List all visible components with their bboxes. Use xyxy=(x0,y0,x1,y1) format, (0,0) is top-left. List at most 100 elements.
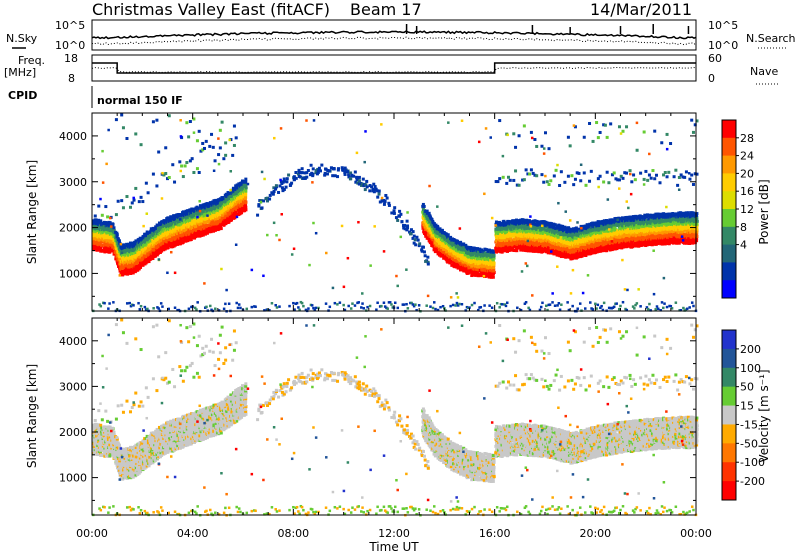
nsky-tick-top: 10^5 xyxy=(55,19,85,32)
data-cell xyxy=(121,257,125,261)
data-cell xyxy=(101,248,105,252)
data-cell xyxy=(454,258,458,262)
data-cell xyxy=(424,218,428,222)
data-cell xyxy=(475,260,479,264)
data-cell xyxy=(178,239,182,243)
data-cell xyxy=(117,252,121,256)
data-cell xyxy=(244,177,248,181)
data-cell xyxy=(184,215,188,219)
data-cell xyxy=(149,239,153,243)
data-cell xyxy=(485,274,489,278)
data-cell xyxy=(141,262,145,266)
data-cell xyxy=(126,255,130,259)
data-cell xyxy=(187,224,191,228)
data-cell xyxy=(224,220,228,224)
data-cell xyxy=(102,224,106,228)
data-cell xyxy=(116,242,120,246)
data-cell xyxy=(159,248,163,252)
data-cell xyxy=(112,241,116,245)
nave-tick-bottom: 0 xyxy=(708,72,715,85)
data-cell xyxy=(188,208,192,212)
data-cell xyxy=(212,219,216,223)
data-cell xyxy=(439,248,443,252)
data-cell xyxy=(201,233,205,237)
data-cell xyxy=(183,219,187,223)
data-cell xyxy=(216,207,220,211)
figure-title: Christmas Valley East (fitACF) xyxy=(92,0,330,19)
data-cell xyxy=(173,234,177,238)
data-cell xyxy=(201,205,205,209)
data-cell xyxy=(463,268,467,272)
data-cell xyxy=(176,239,180,243)
data-cell xyxy=(152,240,156,244)
data-cell xyxy=(204,204,208,208)
data-cell xyxy=(425,221,429,225)
data-cell xyxy=(111,222,115,226)
data-cell xyxy=(492,270,496,274)
data-cell xyxy=(460,263,464,267)
data-cell xyxy=(146,241,150,245)
data-cell xyxy=(435,234,439,238)
data-cell xyxy=(97,235,101,239)
data-cell xyxy=(491,275,495,279)
data-cell xyxy=(158,236,162,240)
data-cell xyxy=(135,263,139,267)
data-cell xyxy=(181,239,185,243)
data-cell xyxy=(234,211,238,215)
data-cell xyxy=(473,247,477,251)
data-cell xyxy=(155,229,159,233)
data-cell xyxy=(153,251,157,255)
data-cell xyxy=(206,218,210,222)
data-cell xyxy=(142,239,146,243)
data-cell xyxy=(94,221,98,225)
data-cell xyxy=(193,231,197,235)
data-cell xyxy=(222,210,226,214)
data-cell xyxy=(124,260,128,264)
data-cell xyxy=(210,208,214,212)
data-cell xyxy=(138,257,142,261)
data-cell xyxy=(144,251,148,255)
data-cell xyxy=(177,226,181,230)
data-cell xyxy=(187,214,191,218)
data-cell xyxy=(469,246,473,250)
data-cell xyxy=(112,236,116,240)
data-cell xyxy=(204,225,208,229)
data-cell xyxy=(130,265,134,269)
data-cell xyxy=(214,217,218,221)
data-cell xyxy=(428,222,432,226)
data-cell xyxy=(188,217,192,221)
data-cell xyxy=(207,226,211,230)
data-cell xyxy=(189,224,193,228)
data-cell xyxy=(170,238,174,242)
data-cell xyxy=(227,220,231,224)
data-cell xyxy=(126,246,130,250)
data-cell xyxy=(162,243,166,247)
data-cell xyxy=(469,269,473,273)
data-cell xyxy=(428,214,432,218)
data-cell xyxy=(444,241,448,245)
data-cell xyxy=(450,252,454,256)
data-cell xyxy=(122,255,126,259)
data-cell xyxy=(510,221,514,225)
freq-tick-bottom: 8 xyxy=(68,72,75,85)
data-cell xyxy=(439,253,443,257)
data-cell xyxy=(497,232,501,236)
data-cell xyxy=(242,195,246,199)
data-cell xyxy=(443,244,447,248)
data-cell xyxy=(217,220,221,224)
data-cell xyxy=(505,227,509,231)
data-cell xyxy=(232,211,236,215)
data-cell xyxy=(191,232,195,236)
data-cell xyxy=(205,220,209,224)
data-cell xyxy=(126,269,130,273)
data-cell xyxy=(424,209,428,213)
data-cell xyxy=(135,262,139,266)
data-cell xyxy=(175,218,179,222)
data-cell xyxy=(105,236,109,240)
data-cell xyxy=(159,246,163,250)
data-cell xyxy=(428,234,432,238)
data-cell xyxy=(108,230,112,234)
data-cell xyxy=(478,261,482,265)
data-cell xyxy=(498,238,502,242)
data-cell xyxy=(234,188,238,192)
